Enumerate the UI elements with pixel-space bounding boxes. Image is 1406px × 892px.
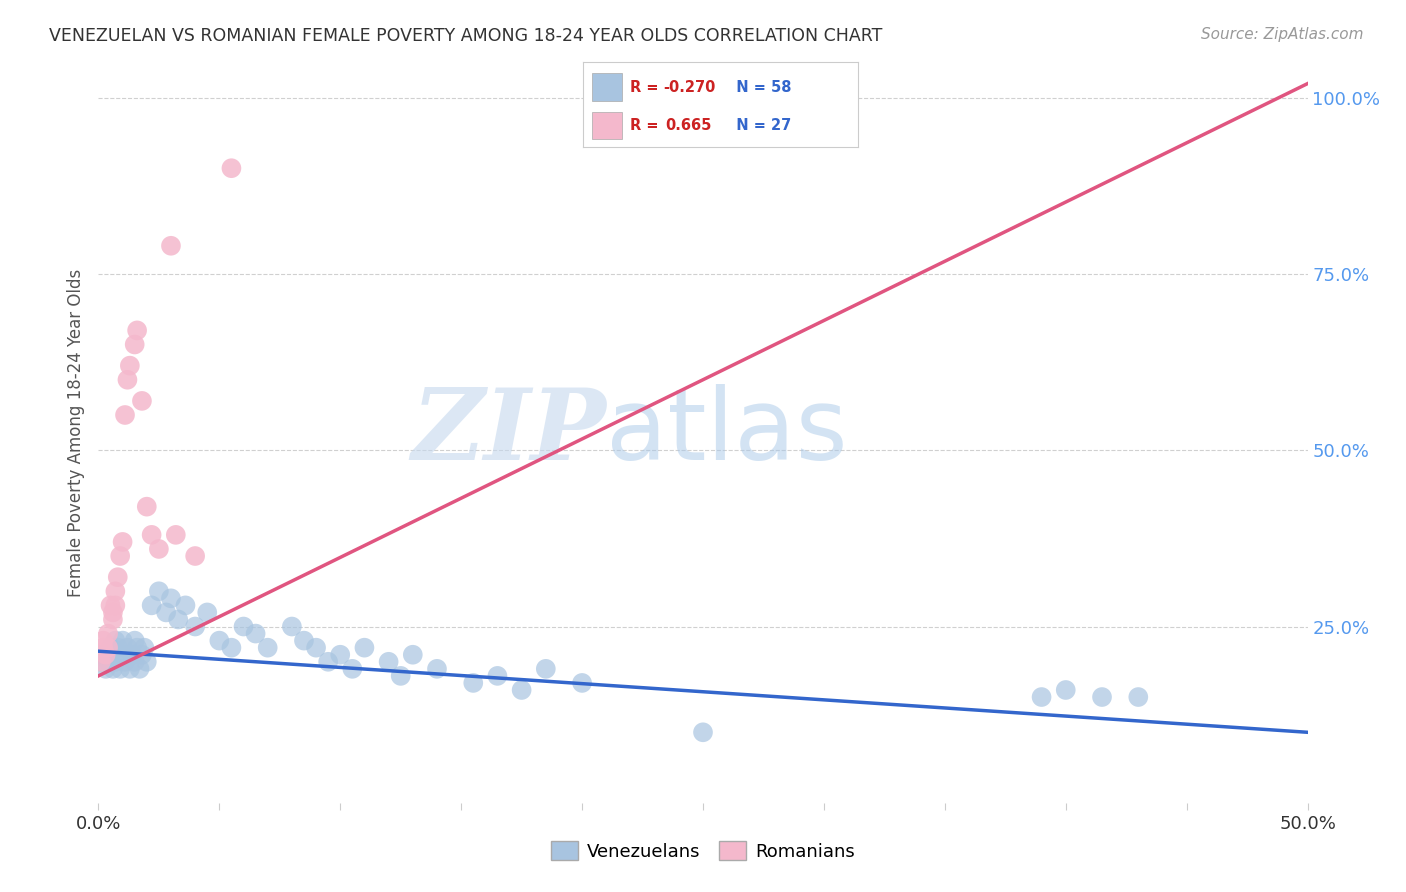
Point [377, 655, 399, 669]
Point [128, 662, 150, 676]
Point [426, 662, 449, 676]
Point [165, 528, 187, 542]
Point [100, 599, 122, 613]
Point [134, 640, 156, 655]
Text: N = 27: N = 27 [725, 118, 792, 133]
Point [256, 640, 278, 655]
Point [94, 662, 117, 676]
Point [111, 633, 134, 648]
Point [124, 633, 146, 648]
Y-axis label: Female Poverty Among 18-24 Year Olds: Female Poverty Among 18-24 Year Olds [66, 268, 84, 597]
Point [118, 359, 141, 373]
Point [117, 640, 139, 655]
Text: R =: R = [630, 79, 664, 95]
Point [131, 648, 153, 662]
Point [305, 640, 328, 655]
Point [155, 606, 177, 620]
Point [1128, 690, 1150, 704]
Point [167, 612, 190, 626]
Point [104, 655, 127, 669]
Text: N = 58: N = 58 [725, 79, 792, 95]
Point [124, 655, 146, 669]
Point [174, 599, 197, 613]
Point [353, 640, 375, 655]
Point [402, 648, 425, 662]
Point [342, 662, 364, 676]
Point [141, 599, 163, 613]
Point [510, 683, 533, 698]
Text: atlas: atlas [606, 384, 848, 481]
Point [127, 640, 149, 655]
Point [221, 640, 243, 655]
Point [1031, 690, 1053, 704]
Point [148, 541, 170, 556]
Point [329, 648, 352, 662]
Text: ZIP: ZIP [412, 384, 606, 481]
FancyBboxPatch shape [592, 73, 621, 101]
Point [114, 408, 136, 422]
Point [107, 640, 129, 655]
Point [117, 373, 139, 387]
Point [100, 648, 122, 662]
Text: Source: ZipAtlas.com: Source: ZipAtlas.com [1201, 27, 1364, 42]
Point [118, 662, 141, 676]
Point [90, 655, 112, 669]
Point [281, 619, 304, 633]
Point [121, 648, 143, 662]
Legend: Venezuelans, Romanians: Venezuelans, Romanians [544, 834, 862, 868]
Point [316, 655, 339, 669]
Point [148, 584, 170, 599]
Point [111, 648, 134, 662]
Point [232, 619, 254, 633]
Point [389, 669, 412, 683]
Point [101, 662, 124, 676]
Point [160, 591, 183, 606]
Point [101, 612, 124, 626]
Point [141, 528, 163, 542]
Text: R =: R = [630, 118, 669, 133]
Point [692, 725, 714, 739]
Point [108, 662, 131, 676]
Point [135, 500, 157, 514]
Point [160, 239, 183, 253]
Point [486, 669, 509, 683]
Point [100, 640, 122, 655]
Point [108, 549, 131, 563]
Point [135, 655, 157, 669]
Point [107, 570, 129, 584]
Point [97, 626, 120, 640]
Point [1054, 683, 1077, 698]
Point [111, 535, 134, 549]
Point [571, 676, 593, 690]
Point [114, 655, 136, 669]
Point [195, 606, 218, 620]
Point [184, 619, 207, 633]
Point [127, 323, 149, 337]
FancyBboxPatch shape [592, 112, 621, 139]
Point [101, 606, 124, 620]
Point [534, 662, 557, 676]
Text: 0.665: 0.665 [666, 118, 711, 133]
Text: VENEZUELAN VS ROMANIAN FEMALE POVERTY AMONG 18-24 YEAR OLDS CORRELATION CHART: VENEZUELAN VS ROMANIAN FEMALE POVERTY AM… [49, 27, 883, 45]
Point [104, 584, 127, 599]
Point [97, 655, 120, 669]
Point [91, 633, 114, 648]
Point [221, 161, 243, 176]
Point [91, 640, 114, 655]
Point [97, 640, 120, 655]
Point [104, 599, 127, 613]
Point [208, 633, 231, 648]
Point [184, 549, 207, 563]
Point [245, 626, 267, 640]
Point [131, 393, 153, 408]
Point [94, 648, 117, 662]
Point [463, 676, 485, 690]
Point [91, 648, 114, 662]
Text: -0.270: -0.270 [664, 79, 716, 95]
Point [90, 655, 112, 669]
Point [104, 633, 127, 648]
Point [1091, 690, 1114, 704]
Point [124, 337, 146, 351]
Point [292, 633, 315, 648]
